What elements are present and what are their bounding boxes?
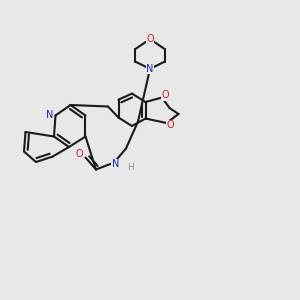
Text: H: H xyxy=(127,163,134,172)
Text: O: O xyxy=(75,149,83,159)
Text: O: O xyxy=(166,120,174,130)
Text: O: O xyxy=(146,34,154,44)
Text: N: N xyxy=(112,159,119,169)
Text: N: N xyxy=(46,110,54,120)
Text: N: N xyxy=(146,64,154,74)
Text: O: O xyxy=(162,90,170,100)
